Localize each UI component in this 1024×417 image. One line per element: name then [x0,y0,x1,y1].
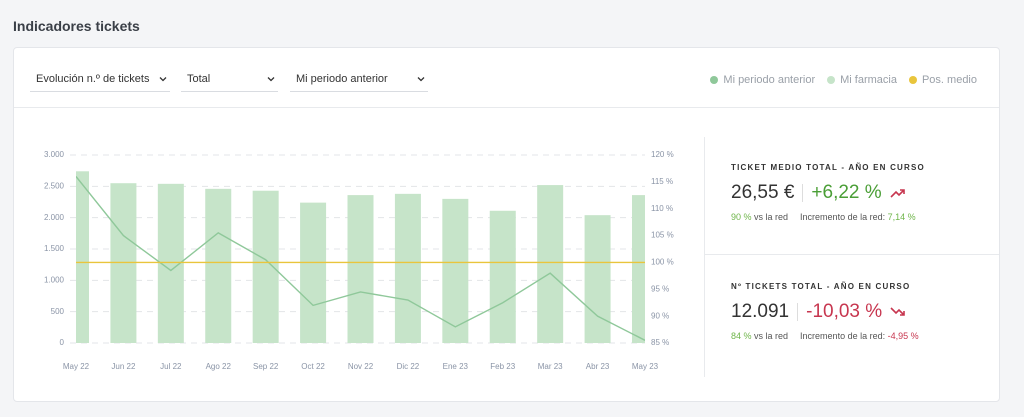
kpi-network-label: Incremento de la red: [800,212,886,222]
y2-tick-label: 105 % [651,231,674,240]
x-tick-label: Mar 23 [538,362,563,371]
legend-swatch [710,76,719,84]
y-tick-label: 2.000 [44,213,65,222]
bar [632,195,645,343]
kpi-share-text: vs la red [754,212,789,222]
plot-area [76,171,645,343]
bar [442,198,469,343]
kpi: Nº TICKETS TOTAL - AÑO EN CURSO 12.091 -… [731,282,919,341]
y2-tick-label: 120 % [651,150,674,159]
separator [802,184,804,202]
y-tick-label: 500 [51,307,65,316]
chevron [267,76,275,81]
bar [76,171,89,343]
x-tick-label: May 23 [632,362,659,371]
chart: 0 500 1.000 1.500 2.000 2.500 3.000 85 % 90 % 95 … [44,150,674,371]
legend-item: Mi farmacia [827,74,897,86]
legend-swatch [908,76,917,84]
bar [394,193,421,343]
kpi-network-label: Incremento de la red: [800,331,886,341]
bar [537,185,564,343]
y2-tick-label: 90 % [651,311,669,320]
x-tick-label: Ago 22 [206,362,232,371]
kpi-value: 12.091 [731,301,790,322]
separator [797,303,799,321]
kpi: TICKET MEDIO TOTAL - AÑO EN CURSO 26,55 … [731,163,925,222]
trend-up-icon [890,189,905,198]
kpi-change: +6,22 % [811,182,882,203]
dropdown[interactable]: Total [181,66,278,92]
x-tick-label: Nov 22 [348,362,374,371]
chevron [159,76,167,81]
y-tick-label: 1.000 [44,275,65,284]
kpi-share: 90 % [731,212,752,222]
kpi-network-change: 7,14 % [887,212,916,222]
kpi-share: 84 % [731,331,752,341]
y2-tick-label: 110 % [651,204,673,213]
bar [489,210,516,343]
y-tick-label: 0 [60,338,65,347]
bar [300,202,327,343]
divider [705,254,999,255]
x-tick-label: Ene 23 [443,362,469,371]
dropdown-label: Mi periodo anterior [296,72,388,85]
trend-down-icon [890,307,905,316]
y-tick-label: 1.500 [44,244,65,253]
dropdown[interactable]: Evolución n.º de tickets [30,66,170,92]
y-tick-label: 2.500 [44,181,65,190]
x-tick-label: Jun 22 [111,362,136,371]
line [76,176,645,341]
y2-tick-label: 115 % [651,177,673,186]
kpi-change: -10,03 % [806,301,883,322]
x-tick-label: Sep 22 [253,362,279,371]
kpi-title: TICKET MEDIO TOTAL - AÑO EN CURSO [731,163,925,172]
bar [347,195,374,343]
kpi-share-text: vs la red [754,331,789,341]
kpi-network-change: -4,95 % [887,331,919,341]
legend-label: Pos. medio [921,74,977,86]
y2-tick-label: 85 % [651,338,669,347]
x-tick-label: May 22 [63,362,90,371]
x-tick-label: Feb 23 [490,362,515,371]
legend-swatch [827,76,836,84]
kpi-title: Nº TICKETS TOTAL - AÑO EN CURSO [731,282,911,291]
dropdown-label: Total [187,72,211,85]
x-tick-label: Oct 22 [301,362,325,371]
y2-tick-label: 95 % [651,284,669,293]
x-tick-label: Dic 22 [397,362,420,371]
bar [252,190,279,343]
chevron [417,76,425,81]
bar [205,188,232,343]
page-title: Indicadores tickets [13,18,140,34]
kpi-value: 26,55 € [731,182,795,203]
y-tick-label: 3.000 [44,150,65,159]
dropdown-label: Evolución n.º de tickets [36,72,150,85]
x-tick-label: Jul 22 [160,362,182,371]
dropdown[interactable]: Mi periodo anterior [290,66,428,92]
legend-label: Mi farmacia [840,74,897,86]
bar [584,215,611,343]
legend: Mi periodo anterior Mi farmacia Pos. medio [710,74,977,86]
divider [14,107,999,108]
x-tick-label: Abr 23 [586,362,610,371]
legend-label: Mi periodo anterior [723,74,816,86]
legend-item: Pos. medio [908,74,977,86]
y2-tick-label: 100 % [651,258,674,267]
legend-item: Mi periodo anterior [710,74,815,86]
divider [704,137,705,377]
